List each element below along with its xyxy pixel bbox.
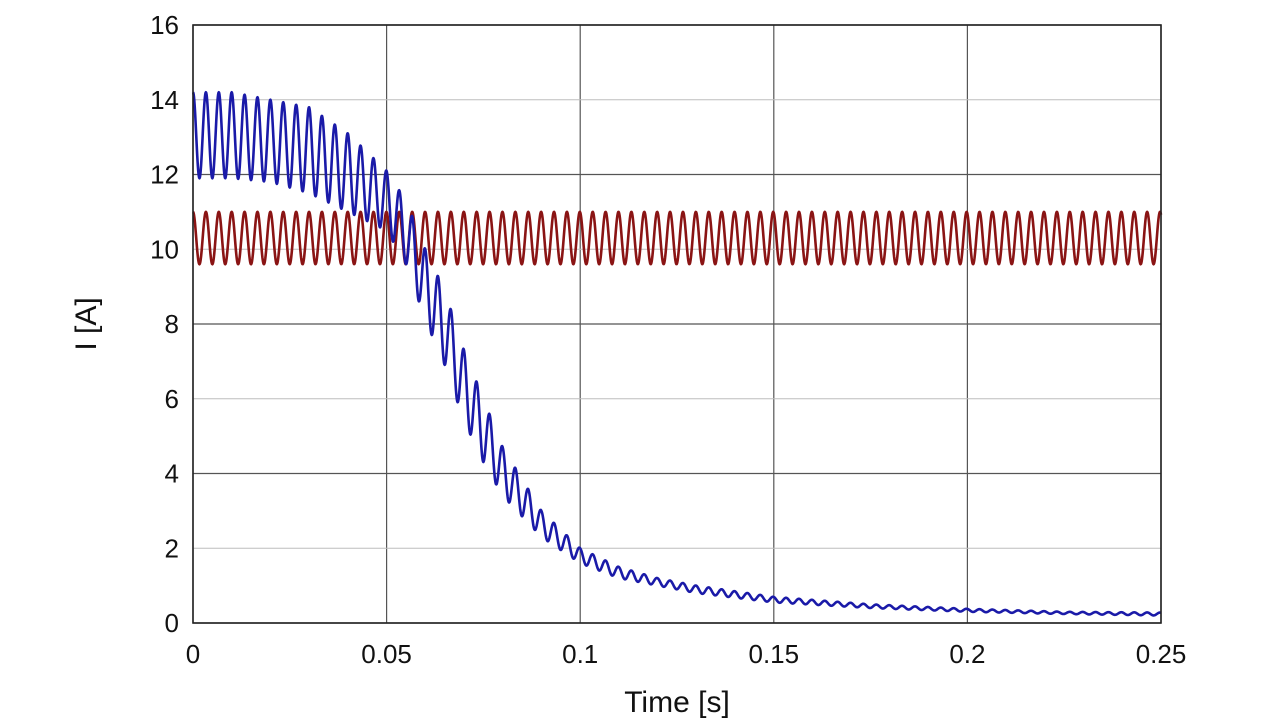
y-tick-label: 0 (165, 608, 179, 638)
x-tick-label: 0.05 (361, 639, 412, 669)
y-tick-label: 6 (165, 384, 179, 414)
y-tick-label: 4 (165, 459, 179, 489)
y-tick-label: 14 (150, 85, 179, 115)
y-tick-label: 16 (150, 10, 179, 40)
x-tick-label: 0.1 (562, 639, 598, 669)
plot-frame (192, 24, 1162, 624)
x-tick-label: 0.25 (1136, 639, 1187, 669)
x-tick-label: 0 (186, 639, 200, 669)
y-tick-label: 8 (165, 309, 179, 339)
x-tick-label: 0.2 (949, 639, 985, 669)
series-line-decaying-current (191, 90, 1162, 617)
y-tick-label: 10 (150, 234, 179, 264)
y-tick-label: 2 (165, 533, 179, 563)
tick-labels: 0 0.05 0.1 0.15 0.2 0.25 0 2 4 6 8 10 12 14 16 (150, 10, 1186, 669)
x-axis-label: Time [s] (624, 686, 730, 719)
x-tick-label: 0.15 (748, 639, 799, 669)
series-layer (191, 90, 1163, 617)
series-line-steady-current (192, 210, 1163, 266)
y-axis-label: I [A] (70, 297, 103, 350)
y-tick-label: 12 (150, 160, 179, 190)
